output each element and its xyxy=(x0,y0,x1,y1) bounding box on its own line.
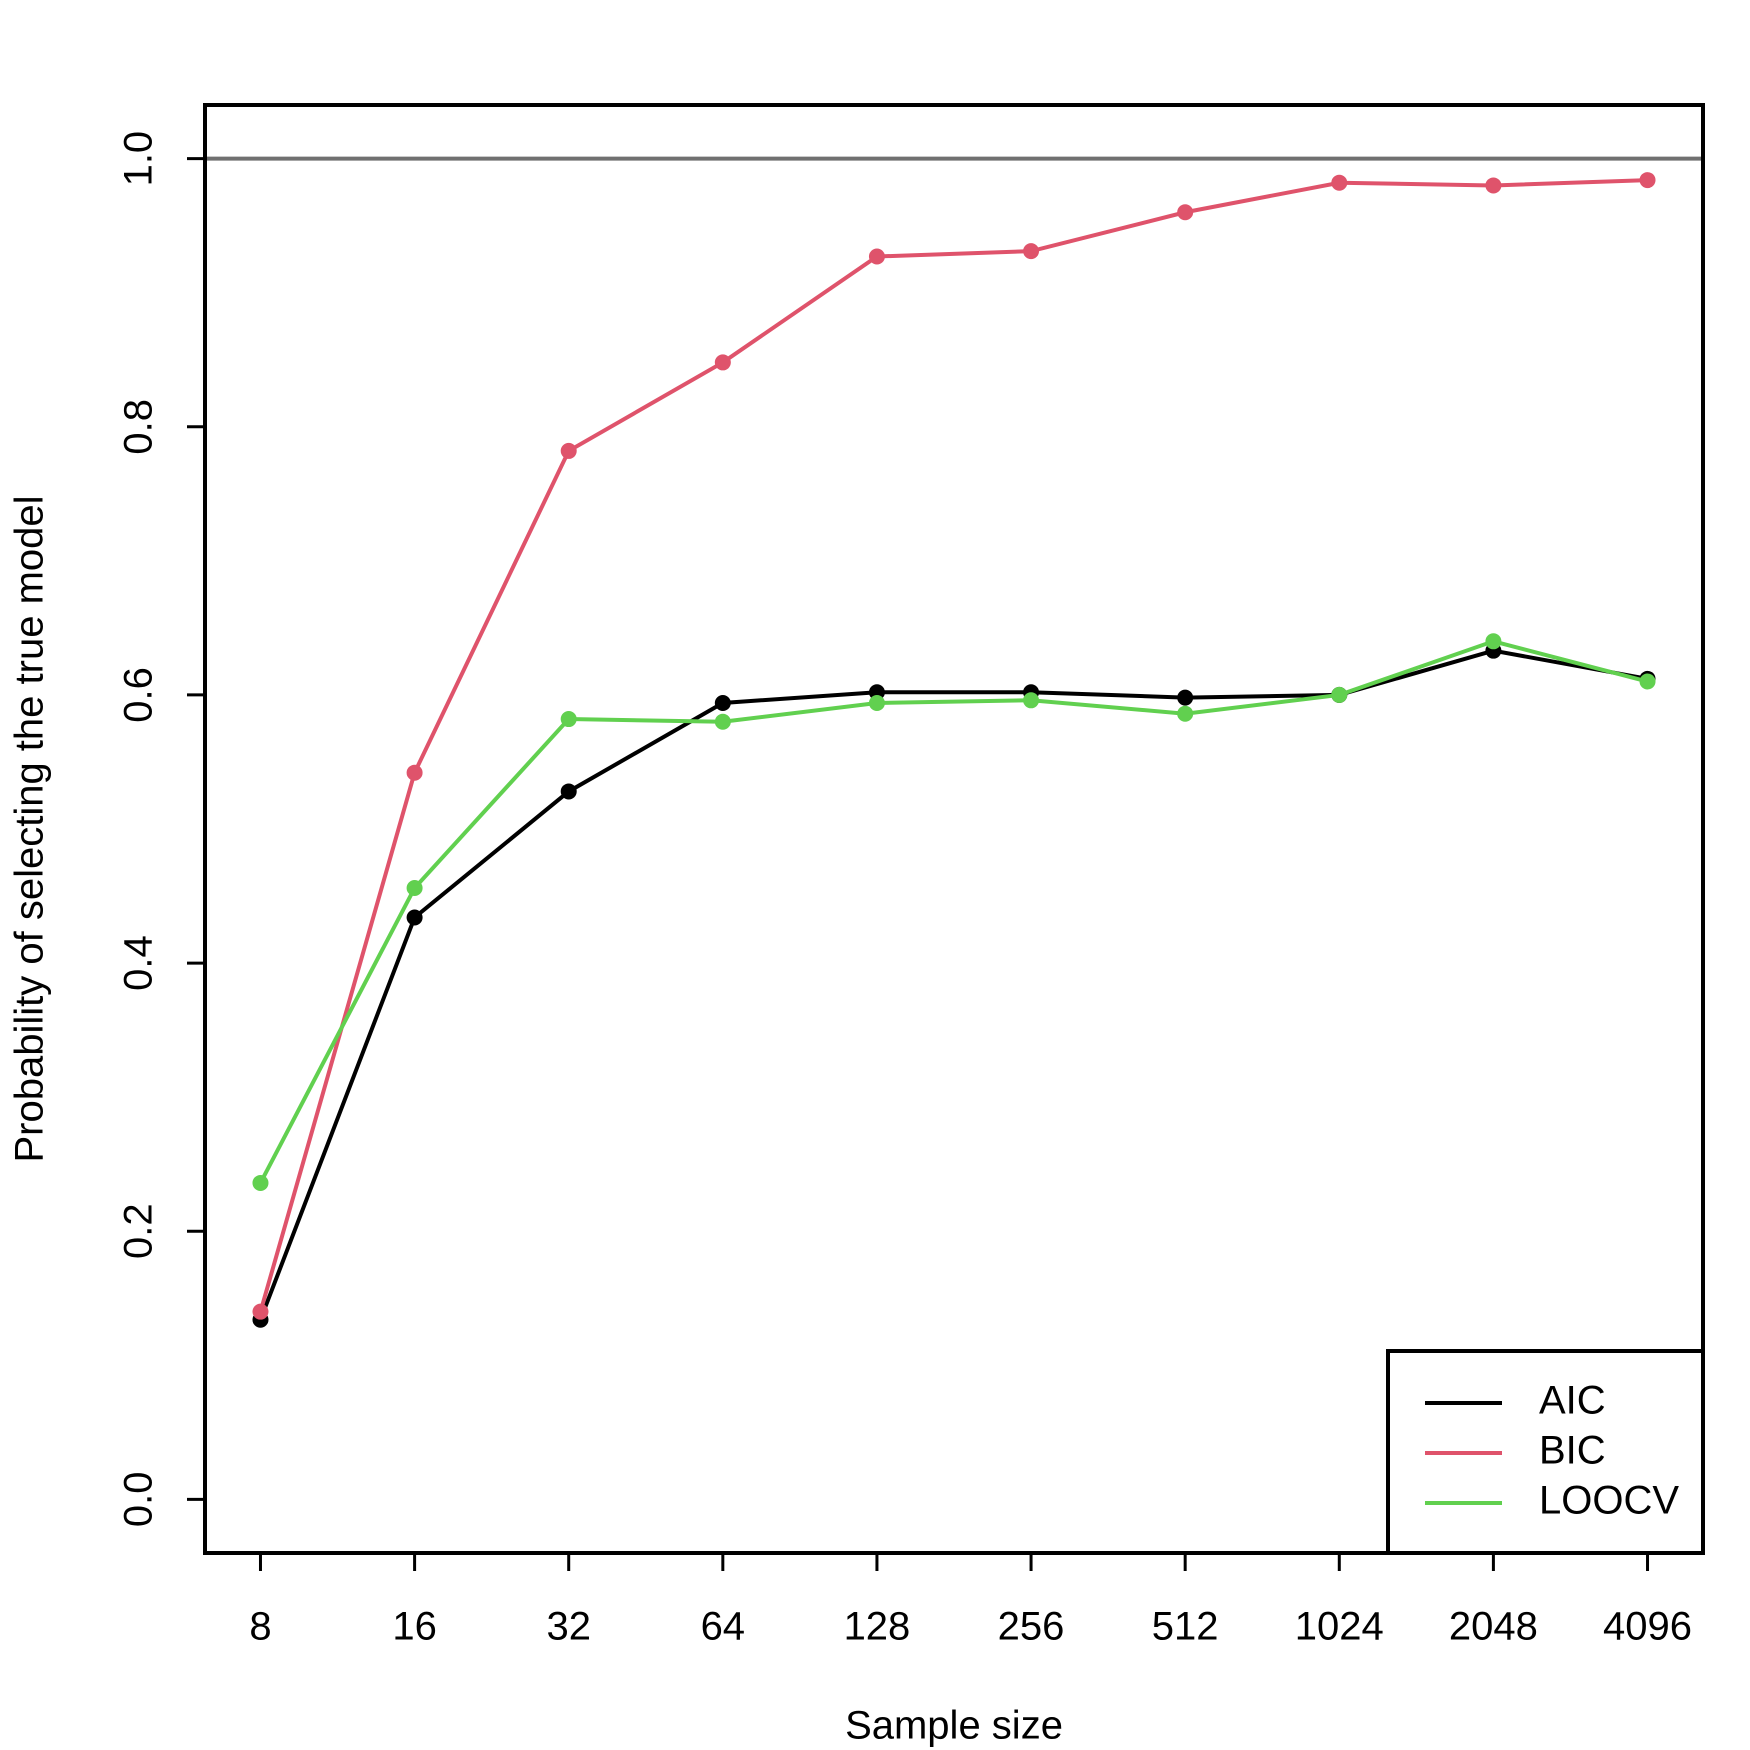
data-point xyxy=(868,694,885,711)
data-point xyxy=(1023,692,1040,709)
x-axis-title: Sample size xyxy=(845,1704,1063,1748)
y-tick-label: 0.2 xyxy=(117,1203,161,1259)
x-tick-label: 1024 xyxy=(1295,1605,1384,1649)
series-line xyxy=(258,648,1648,1321)
data-point xyxy=(406,764,423,781)
data-point xyxy=(406,909,423,926)
x-tick-label: 64 xyxy=(701,1605,746,1649)
data-point xyxy=(252,1174,269,1191)
y-tick-label: 1.0 xyxy=(117,131,161,187)
series-line xyxy=(258,639,1649,1184)
y-tick-label: 0.4 xyxy=(117,935,161,991)
plot-frame xyxy=(203,103,1705,1555)
data-point xyxy=(560,442,577,459)
data-point xyxy=(1023,243,1040,260)
data-point xyxy=(1331,174,1348,191)
data-point xyxy=(714,713,731,730)
data-point xyxy=(714,694,731,711)
data-point xyxy=(1639,172,1656,189)
x-tick-label: 32 xyxy=(546,1605,591,1649)
x-tick-label: 2048 xyxy=(1449,1605,1538,1649)
data-point xyxy=(560,711,577,728)
legend-label: BIC xyxy=(1539,1429,1606,1473)
x-tick-label: 16 xyxy=(392,1605,437,1649)
y-tick-label: 0.8 xyxy=(117,399,161,455)
data-point xyxy=(1485,633,1502,650)
data-point xyxy=(252,1303,269,1320)
data-point xyxy=(1177,204,1194,221)
x-tick-label: 4096 xyxy=(1603,1605,1692,1649)
y-axis-title: Probability of selecting the true model xyxy=(8,495,52,1162)
data-point xyxy=(868,248,885,265)
data-point xyxy=(1485,177,1502,194)
data-point xyxy=(1639,673,1656,690)
data-point xyxy=(1177,705,1194,722)
data-point xyxy=(714,354,731,371)
x-tick-label: 128 xyxy=(844,1605,911,1649)
x-tick-label: 512 xyxy=(1152,1605,1219,1649)
x-tick-label: 8 xyxy=(249,1605,271,1649)
data-point xyxy=(1177,689,1194,706)
y-tick-label: 0.6 xyxy=(117,667,161,723)
data-point xyxy=(406,879,423,896)
y-tick-label: 0.0 xyxy=(117,1472,161,1528)
legend-label: AIC xyxy=(1539,1379,1606,1423)
data-point xyxy=(1331,686,1348,703)
data-point xyxy=(560,783,577,800)
series-line xyxy=(258,178,1648,1313)
legend-label: LOOCV xyxy=(1539,1479,1679,1523)
x-tick-label: 256 xyxy=(998,1605,1065,1649)
